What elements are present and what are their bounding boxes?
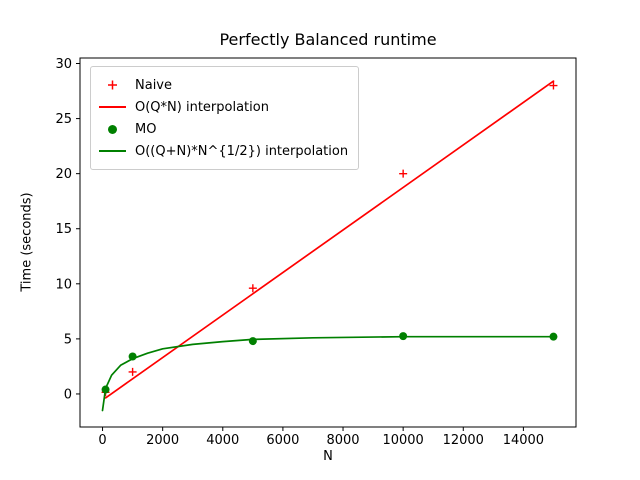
svg-text:4000: 4000 — [206, 433, 239, 448]
svg-text:14000: 14000 — [503, 433, 544, 448]
green-line-icon — [99, 150, 126, 152]
legend-item-mo: MO — [99, 118, 348, 140]
chart-title: Perfectly Balanced runtime — [219, 30, 437, 49]
y-axis-label: Time (seconds) — [19, 192, 35, 292]
dot-marker-icon — [108, 124, 117, 134]
legend-item-mo-fit: O((Q+N)*N^{1/2}) interpolation — [99, 140, 348, 162]
plus-marker-icon — [99, 79, 126, 91]
svg-text:8000: 8000 — [326, 433, 359, 448]
svg-text:20: 20 — [55, 167, 72, 182]
svg-text:30: 30 — [55, 57, 72, 72]
svg-text:10: 10 — [55, 277, 72, 292]
legend-item-naive-fit: O(Q*N) interpolation — [99, 96, 348, 118]
legend-label: O(Q*N) interpolation — [135, 99, 269, 115]
svg-text:6000: 6000 — [266, 433, 299, 448]
svg-text:0: 0 — [98, 433, 106, 448]
svg-text:5: 5 — [64, 332, 72, 347]
svg-text:10000: 10000 — [382, 433, 423, 448]
svg-text:15: 15 — [55, 222, 72, 237]
svg-text:2000: 2000 — [146, 433, 179, 448]
svg-text:0: 0 — [64, 387, 72, 402]
legend-label: Naive — [135, 77, 172, 93]
red-line-icon — [99, 106, 126, 108]
svg-text:12000: 12000 — [443, 433, 484, 448]
legend: Naive O(Q*N) interpolation MO O((Q+N)*N^… — [90, 66, 360, 170]
x-axis-label: N — [323, 449, 333, 464]
legend-item-naive: Naive — [99, 74, 348, 96]
legend-label: MO — [135, 121, 157, 137]
legend-label: O((Q+N)*N^{1/2}) interpolation — [135, 143, 349, 159]
svg-text:25: 25 — [55, 112, 72, 127]
